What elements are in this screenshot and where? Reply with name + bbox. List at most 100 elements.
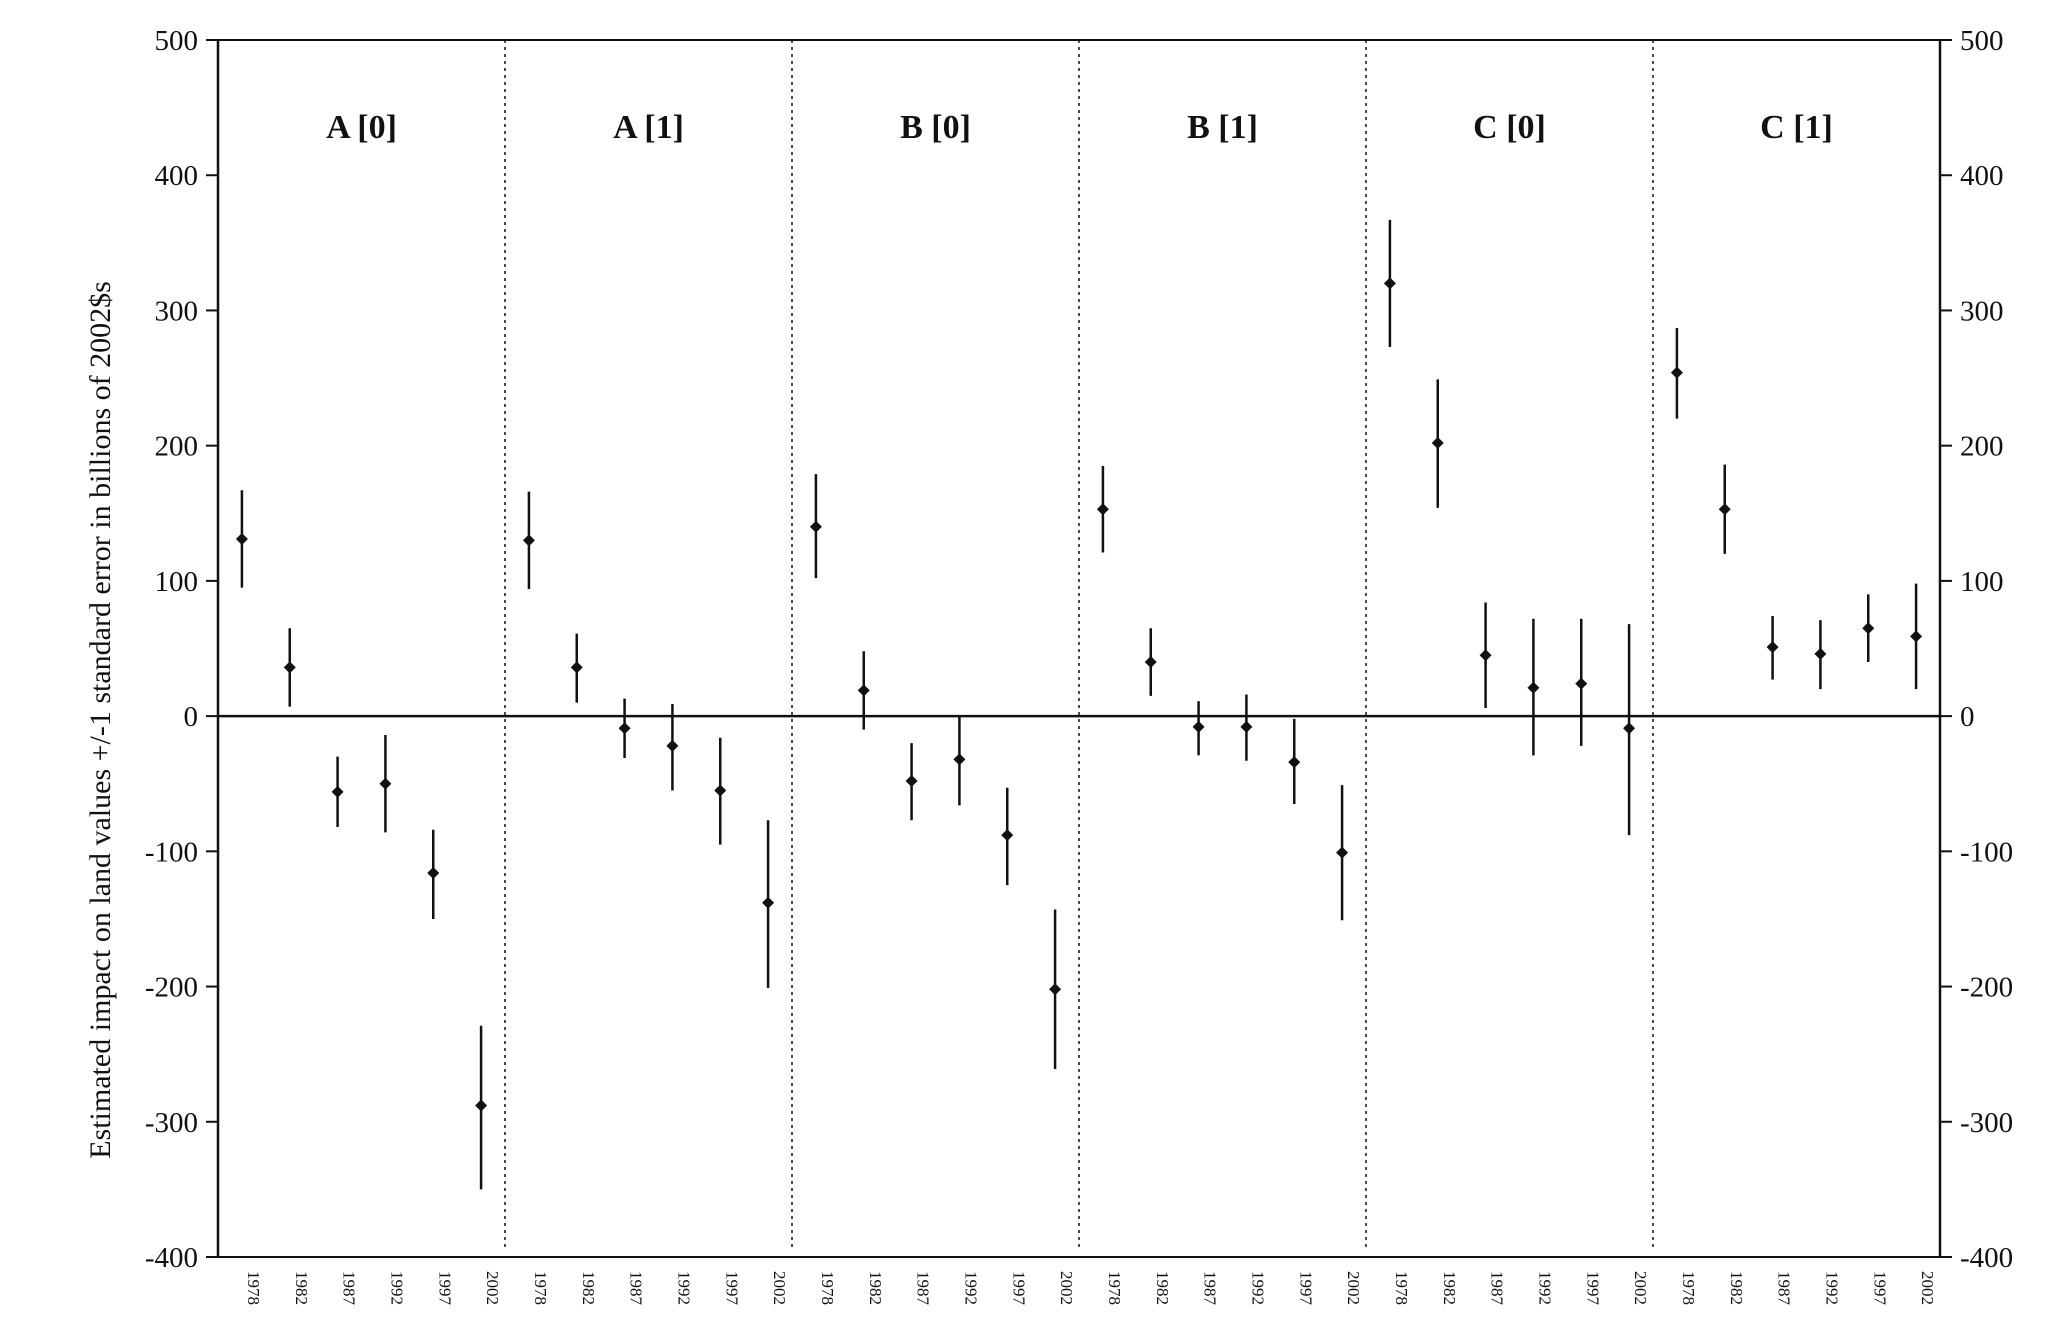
panel-label: A [0] [326,109,397,146]
y-tick-label-left: 500 [155,25,199,57]
data-point [1718,503,1731,516]
x-tick-label: 1982 [292,1271,311,1305]
x-tick-label: 1978 [244,1271,263,1305]
panel-label: C [0] [1473,109,1546,146]
y-tick-label-right: -400 [1960,1242,2013,1274]
data-point [1144,656,1157,669]
x-tick-label: 1982 [579,1271,598,1305]
x-axis-ticks: 1978 1982 1987 1992 1997 2002 1978 1982 1987 1992… [244,1271,1937,1306]
x-tick-label: 1987 [340,1271,359,1306]
data-point [1862,622,1875,635]
x-tick-label: 2002 [1057,1271,1076,1305]
x-tick-label: 2002 [1918,1271,1937,1305]
data-point [857,684,870,697]
x-tick-label: 1997 [1009,1271,1028,1306]
y-tick-label-right: -100 [1960,836,2013,868]
data-point [1766,641,1779,654]
x-tick-label: 1997 [1296,1271,1315,1306]
x-tick-label: 1982 [1440,1271,1459,1305]
y-tick-label-right: 200 [1960,431,2004,463]
data-point [953,753,966,766]
y-tick-label-right: 0 [1960,701,1975,733]
y-tick-label-right: 500 [1960,25,2004,57]
panel-labels: A [0] A [1] B [0] B [1] C [0] C [1] [326,109,1833,146]
y-tick-label-right: -300 [1960,1107,2013,1139]
data-point [1192,720,1205,733]
data-point [809,520,822,533]
data-point [1575,677,1588,690]
y-tick-label-left: 100 [155,566,199,598]
x-tick-label: 1992 [674,1271,693,1305]
y-tick-label-left: -100 [145,836,198,868]
data-point [618,722,631,735]
data-point [905,775,918,788]
y-tick-label-left: -300 [145,1107,198,1139]
panel-label: C [1] [1760,109,1833,146]
data-point [283,661,296,674]
x-tick-label: 1978 [1392,1271,1411,1305]
x-tick-label: 1982 [866,1271,885,1305]
x-tick-label: 1992 [1248,1271,1267,1305]
x-tick-label: 1997 [1870,1271,1889,1306]
data-point [1001,829,1014,842]
x-tick-label: 1987 [914,1271,933,1306]
x-tick-label: 1982 [1727,1271,1746,1305]
y-tick-label-right: 400 [1960,160,2004,192]
x-tick-label: 1987 [1201,1271,1220,1306]
panel-label: B [1] [1187,109,1258,146]
data-point [1527,681,1540,694]
data-point [1623,722,1636,735]
data-point [1096,503,1109,516]
x-tick-label: 2002 [770,1271,789,1305]
data-point [1240,720,1253,733]
data-point [1383,277,1396,290]
x-tick-label: 1987 [1775,1271,1794,1306]
data-point [475,1099,488,1112]
y-tick-label-left: 0 [184,701,199,733]
y-tick-label-left: -200 [145,972,198,1004]
data-point [427,866,440,879]
data-point [714,784,727,797]
data-point [1479,649,1492,662]
y-tick-label-left: 200 [155,431,199,463]
x-tick-label: 1997 [722,1271,741,1306]
data-series [235,219,1923,1190]
data-point [522,534,535,547]
y-axis-ticks: 500 500 400 400 300 300 200 200 100 100 0 0 -100 -100… [145,25,2013,1274]
x-tick-label: 1992 [1822,1271,1841,1305]
x-tick-label: 2002 [1344,1271,1363,1305]
x-tick-label: 1997 [1583,1271,1602,1306]
y-tick-label-right: -200 [1960,972,2013,1004]
x-tick-label: 1987 [1488,1271,1507,1306]
panel-label: A [1] [613,109,684,146]
data-point [379,777,392,790]
data-point [666,739,679,752]
data-point [1670,366,1683,379]
x-tick-label: 1992 [1535,1271,1554,1305]
data-point [1049,983,1062,996]
x-tick-label: 1978 [1679,1271,1698,1305]
panel-dividers [504,40,1654,1247]
x-tick-label: 1992 [387,1271,406,1305]
y-tick-label-right: 100 [1960,566,2004,598]
panel-label: B [0] [900,109,971,146]
x-tick-label: 1978 [1105,1271,1124,1305]
data-point [1910,630,1923,643]
data-point [235,532,248,545]
data-point [1814,647,1827,660]
x-tick-label: 1982 [1153,1271,1172,1305]
y-tick-label-left: -400 [145,1242,198,1274]
x-tick-label: 1992 [961,1271,980,1305]
data-point [1431,436,1444,449]
x-tick-label: 1987 [627,1271,646,1306]
x-tick-label: 1978 [531,1271,550,1305]
x-tick-label: 2002 [1631,1271,1650,1305]
data-point [570,661,583,674]
y-tick-label-left: 400 [155,160,199,192]
x-tick-label: 1978 [818,1271,837,1305]
x-tick-label: 1997 [435,1271,454,1306]
data-point [1288,756,1301,769]
y-tick-label-right: 300 [1960,295,2004,327]
